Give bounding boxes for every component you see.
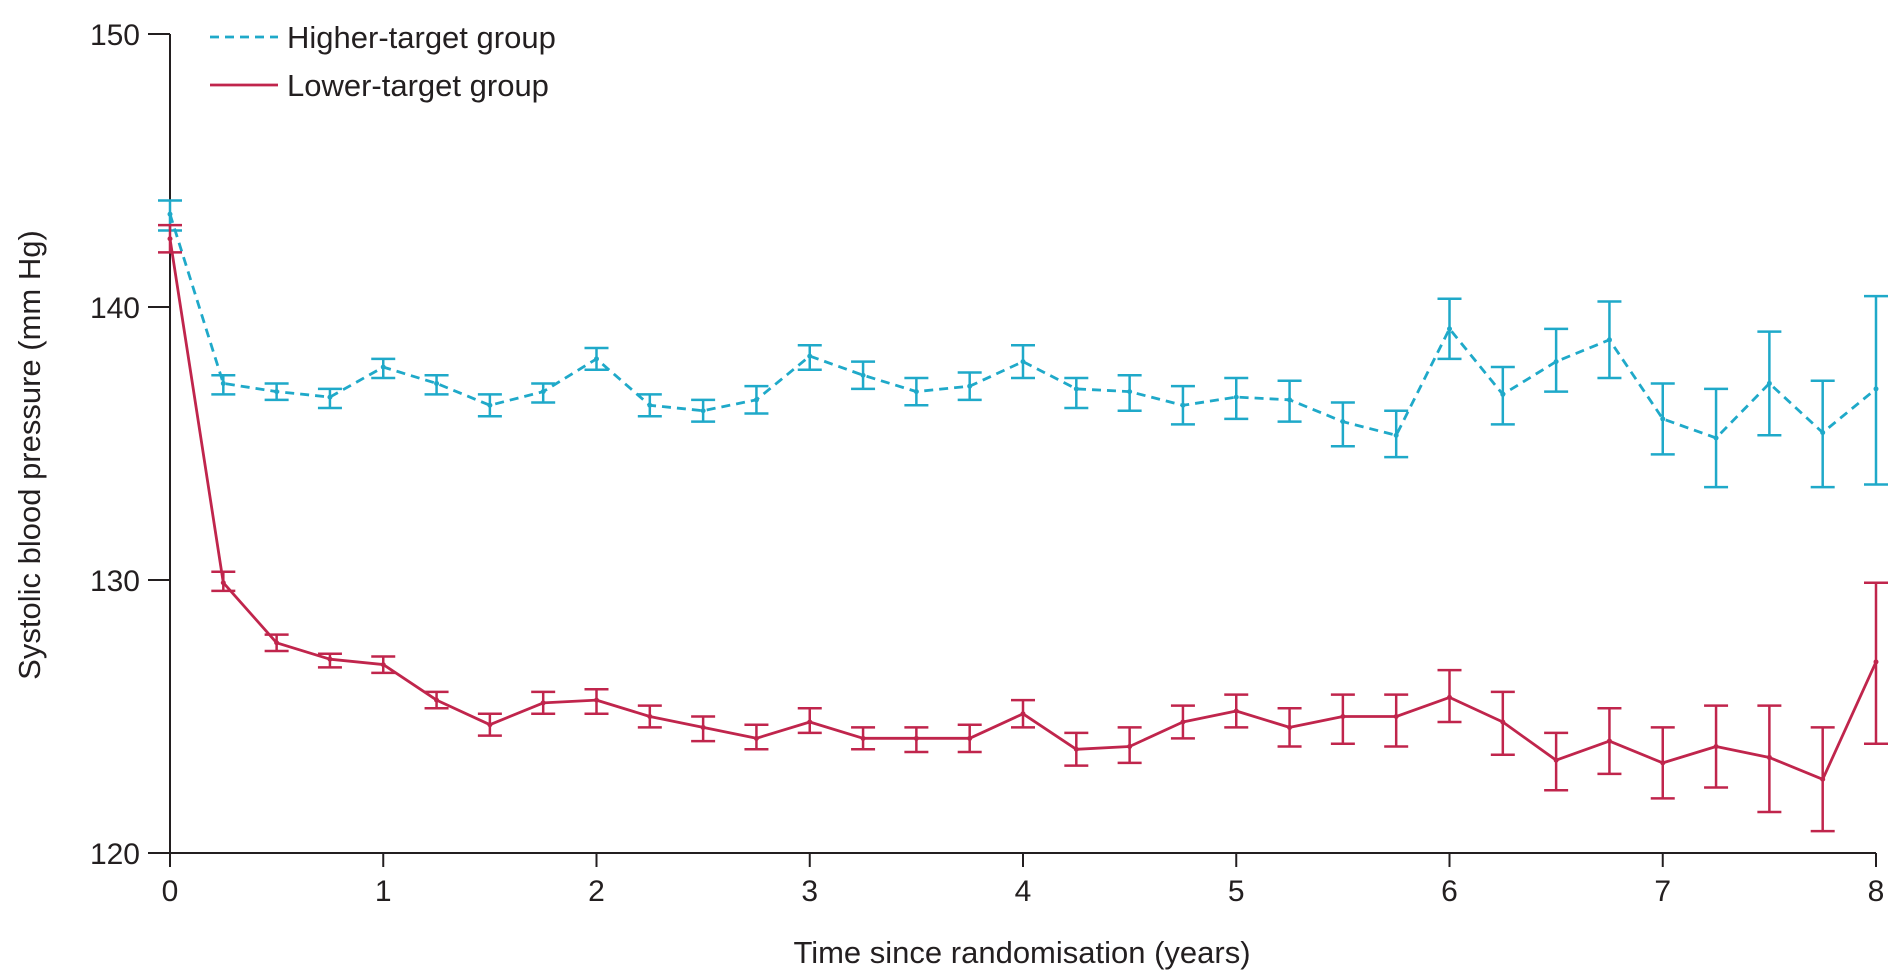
x-tick-label: 2 xyxy=(588,875,605,908)
data-point xyxy=(1820,430,1826,436)
data-point xyxy=(1713,435,1719,441)
data-point xyxy=(487,722,493,728)
y-tick-label: 150 xyxy=(90,19,140,52)
data-point xyxy=(1660,416,1666,422)
data-point xyxy=(380,662,386,668)
data-point xyxy=(913,389,919,395)
data-point xyxy=(1606,337,1612,343)
data-point xyxy=(167,211,173,217)
data-point xyxy=(1553,757,1559,763)
data-point xyxy=(1713,744,1719,750)
data-point xyxy=(1766,380,1772,386)
data-point xyxy=(1073,386,1079,392)
series-line xyxy=(168,213,1877,440)
data-point xyxy=(487,402,493,408)
data-point xyxy=(434,380,440,386)
data-point xyxy=(167,236,173,242)
series-line xyxy=(168,238,1878,781)
data-point xyxy=(1180,719,1186,725)
data-point xyxy=(1500,391,1506,397)
error-bar xyxy=(1064,376,1089,410)
legend-item: Higher-target group xyxy=(210,20,556,55)
data-point xyxy=(380,364,386,370)
legend-label: Higher-target group xyxy=(287,20,556,55)
data-point xyxy=(967,383,973,389)
data-point xyxy=(860,735,866,741)
data-point xyxy=(700,408,706,414)
data-point xyxy=(594,697,599,703)
data-point xyxy=(1073,746,1079,752)
axes: 120 130 140 150 0 1 2 3 4 5 6 7 8 xyxy=(90,19,1884,908)
data-point xyxy=(540,700,546,706)
data-point xyxy=(860,372,866,378)
x-axis-title: Time since randomisation (years) xyxy=(793,935,1250,970)
data-point xyxy=(753,397,759,403)
data-point xyxy=(1393,432,1399,438)
series-lower-target xyxy=(158,223,1888,833)
data-point xyxy=(1020,359,1026,365)
data-point xyxy=(913,735,919,741)
data-point xyxy=(1766,754,1772,760)
data-point xyxy=(1820,776,1826,782)
x-tick-label: 3 xyxy=(801,875,818,908)
plot-area xyxy=(158,199,1888,833)
y-tick-label: 140 xyxy=(90,292,140,325)
data-point xyxy=(1127,389,1133,395)
data-point xyxy=(700,724,706,730)
data-point xyxy=(647,402,653,408)
data-point xyxy=(1553,359,1559,365)
data-point xyxy=(1340,714,1346,719)
legend-item: Lower-target group xyxy=(210,68,549,103)
data-point xyxy=(327,656,333,662)
error-bar xyxy=(1384,693,1409,748)
data-point xyxy=(1020,711,1026,717)
data-point xyxy=(1873,386,1879,392)
data-point xyxy=(274,640,280,646)
y-tick-label: 130 xyxy=(90,565,140,598)
error-bar xyxy=(1330,693,1355,746)
x-tick-label: 0 xyxy=(162,875,179,908)
legend: Higher-target group Lower-target group xyxy=(210,20,556,103)
error-bar xyxy=(1330,401,1355,448)
data-point xyxy=(274,389,280,395)
data-point xyxy=(647,714,653,719)
data-point xyxy=(1447,694,1452,700)
data-point xyxy=(967,735,973,741)
y-axis-title: Systolic blood pressure (mm Hg) xyxy=(12,230,47,680)
data-point xyxy=(220,380,226,386)
data-point xyxy=(327,394,333,400)
data-point xyxy=(1660,760,1666,766)
y-tick-label: 120 xyxy=(90,838,140,871)
data-point xyxy=(1287,724,1293,730)
data-point xyxy=(1287,397,1293,403)
data-point xyxy=(1127,744,1133,750)
data-point xyxy=(1393,714,1399,719)
x-tick-label: 5 xyxy=(1228,875,1245,908)
data-point xyxy=(1233,394,1239,400)
data-point xyxy=(1233,708,1239,714)
data-point xyxy=(753,735,759,741)
x-tick-label: 6 xyxy=(1441,875,1458,908)
data-point xyxy=(1873,659,1879,665)
data-point xyxy=(434,697,440,703)
data-point xyxy=(807,353,813,359)
x-tick-label: 1 xyxy=(375,875,392,908)
x-tick-label: 4 xyxy=(1015,875,1032,908)
data-point xyxy=(1340,419,1346,425)
x-tick-label: 8 xyxy=(1868,875,1885,908)
data-point xyxy=(594,356,599,362)
x-tick-label: 7 xyxy=(1654,875,1671,908)
data-point xyxy=(220,580,226,586)
data-point xyxy=(1447,326,1452,332)
data-point xyxy=(807,719,813,725)
data-point xyxy=(1500,719,1506,725)
legend-label: Lower-target group xyxy=(287,68,549,103)
data-point xyxy=(540,389,546,395)
series-higher-target xyxy=(158,199,1888,489)
data-point xyxy=(1180,402,1186,408)
data-point xyxy=(1606,738,1612,744)
